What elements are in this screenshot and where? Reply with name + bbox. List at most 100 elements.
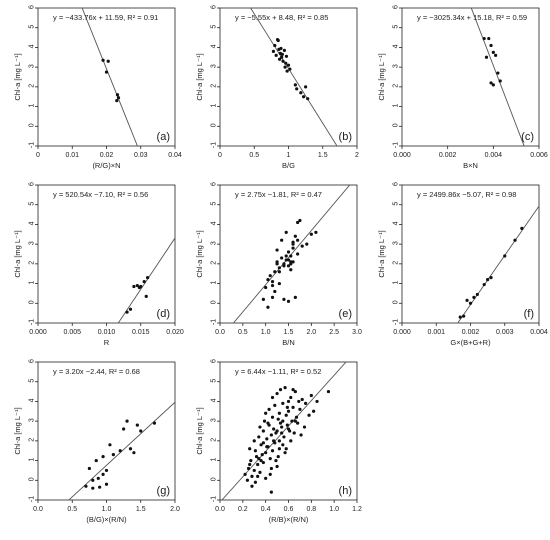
y-tick-label: 1 xyxy=(29,281,36,285)
data-point xyxy=(277,57,282,61)
data-point xyxy=(293,234,297,238)
data-point xyxy=(265,437,269,441)
plot-frame xyxy=(37,184,176,324)
y-tick-label: 4 xyxy=(211,398,218,402)
data-point xyxy=(246,466,251,471)
data-point xyxy=(257,457,261,461)
x-tick-label: 0 xyxy=(218,152,222,159)
data-point xyxy=(125,419,129,423)
y-tick-label: 5 xyxy=(211,379,218,383)
data-point xyxy=(284,54,289,58)
y-tick-label: 2 xyxy=(211,438,218,442)
y-tick-label: 6 xyxy=(29,5,36,9)
data-point xyxy=(253,480,257,484)
data-point xyxy=(307,413,311,417)
data-point xyxy=(248,462,252,467)
plot-frame xyxy=(37,361,176,501)
x-axis-label: R xyxy=(104,338,110,347)
data-point xyxy=(250,484,254,488)
data-point xyxy=(101,455,105,459)
y-tick-label: -1 xyxy=(211,496,218,502)
data-point xyxy=(252,439,256,443)
regression-line xyxy=(117,237,175,323)
y-tick-label: 4 xyxy=(393,221,400,225)
data-point xyxy=(284,258,288,262)
data-point xyxy=(285,69,289,73)
data-point xyxy=(291,240,295,244)
data-point xyxy=(144,294,148,298)
y-axis-label: Chl-a [mg L⁻¹] xyxy=(195,53,204,100)
x-tick-label: 0.8 xyxy=(306,506,316,513)
data-point xyxy=(104,468,109,473)
data-point xyxy=(275,260,279,264)
data-point xyxy=(296,252,300,256)
data-point xyxy=(258,425,262,429)
data-point xyxy=(277,411,281,415)
data-point xyxy=(291,405,295,409)
y-tick-label: -1 xyxy=(29,496,36,502)
y-tick-label: 1 xyxy=(29,458,36,462)
data-point xyxy=(252,468,256,473)
y-tick-label: -1 xyxy=(211,142,218,148)
data-point xyxy=(132,451,136,455)
x-tick-label: 2 xyxy=(355,152,359,159)
data-point xyxy=(289,254,293,258)
panel-tag: (g) xyxy=(157,485,170,497)
x-tick-label: 0.01 xyxy=(65,152,79,159)
data-point xyxy=(269,466,273,471)
data-point xyxy=(282,435,286,439)
data-point xyxy=(293,389,297,394)
y-tick-label: 3 xyxy=(29,418,36,422)
x-tick-label: 0.6 xyxy=(284,506,294,513)
data-point xyxy=(301,95,306,99)
data-point xyxy=(282,48,286,52)
regression-line xyxy=(68,401,175,500)
y-tick-label: 5 xyxy=(393,202,400,206)
data-point xyxy=(266,278,270,282)
x-tick-label: 0.015 xyxy=(132,329,150,336)
data-point xyxy=(289,268,293,272)
x-tick-label: 1.5 xyxy=(318,152,328,159)
data-point xyxy=(284,230,288,234)
chart-panel-6: -1 0 1 2 3 4 5 6 0.000 0.001 0.002 0.003 0.004 G×(B+G… xyxy=(377,182,548,347)
y-tick-label: 6 xyxy=(393,182,400,186)
x-tick-label: 0.0 xyxy=(33,506,43,513)
x-tick-label: 2.5 xyxy=(329,329,339,336)
data-point xyxy=(468,301,473,305)
data-point xyxy=(115,93,120,97)
data-point xyxy=(472,295,476,299)
data-point xyxy=(489,276,493,280)
data-point xyxy=(489,43,493,48)
y-tick-label: -1 xyxy=(29,142,36,148)
data-point xyxy=(491,83,495,87)
y-tick-label: 1 xyxy=(211,104,218,108)
data-point xyxy=(268,457,272,461)
y-axis-label: Chl-a [mg L⁻¹] xyxy=(13,230,22,277)
x-tick-label: 1.0 xyxy=(261,329,271,336)
data-point xyxy=(288,67,292,71)
x-tick-label: 3.0 xyxy=(352,329,362,336)
data-point xyxy=(282,262,286,266)
data-point xyxy=(264,411,268,415)
data-point xyxy=(267,407,271,411)
data-point xyxy=(286,409,291,413)
y-tick-label: 0 xyxy=(29,123,36,127)
x-tick-label: 2.0 xyxy=(306,329,316,336)
y-axis-label: Chl-a [mg L⁻¹] xyxy=(13,407,22,454)
data-point xyxy=(462,314,466,318)
data-point xyxy=(314,230,318,234)
data-point xyxy=(486,278,490,282)
data-point xyxy=(273,43,277,48)
y-tick-label: 3 xyxy=(211,418,218,422)
y-tick-label: -1 xyxy=(393,319,400,325)
x-tick-label: 0.03 xyxy=(134,152,148,159)
data-point xyxy=(104,70,109,74)
data-point xyxy=(286,258,291,262)
y-tick-label: 2 xyxy=(393,261,400,265)
x-axis-label: G×(B+G+R) xyxy=(450,338,491,347)
data-point xyxy=(520,226,524,230)
x-tick-label: 0.002 xyxy=(462,329,480,336)
data-point xyxy=(273,289,277,294)
x-tick-label: 0.04 xyxy=(168,152,182,159)
panel-tag: (e) xyxy=(339,308,352,320)
